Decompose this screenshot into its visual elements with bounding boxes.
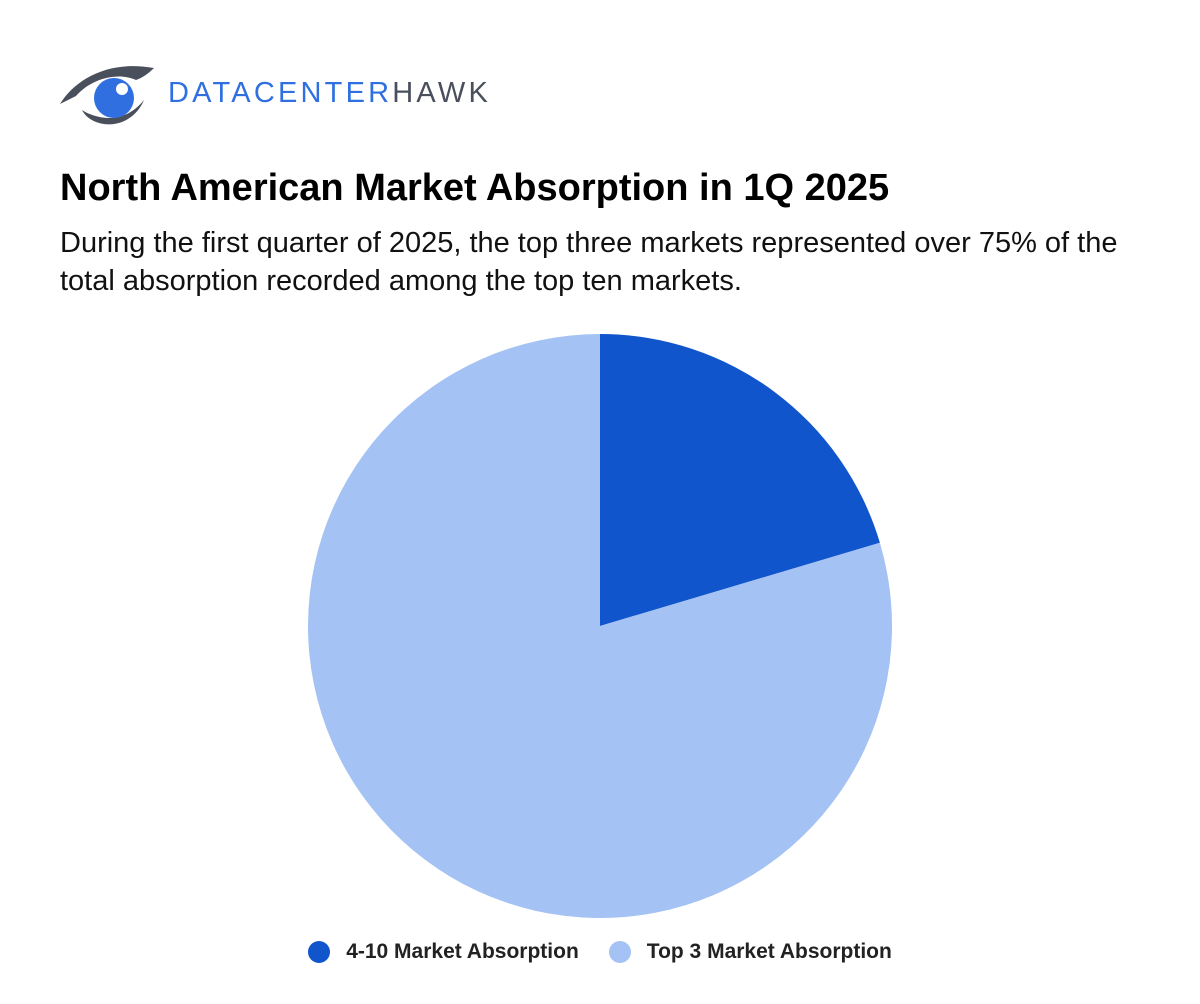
chart-title: North American Market Absorption in 1Q 2…: [60, 167, 890, 209]
pie-slice-2: [308, 334, 893, 918]
chart-legend: 4-10 Market Absorption Top 3 Market Absor…: [0, 940, 1200, 964]
chart-subtitle: During the first quarter of 2025, the to…: [60, 227, 1118, 297]
brand-name-part1: DATACENTER: [168, 76, 393, 109]
hawk-eye-logo-icon: [60, 66, 154, 125]
legend-label: Top 3 Market Absorption: [646, 940, 892, 963]
legend-label: 4-10 Market Absorption: [346, 940, 579, 963]
brand-logo: DATACENTERHAWK: [58, 56, 491, 128]
brand-name-part2: HAWK: [392, 76, 492, 109]
pie-slice-1: [600, 334, 880, 626]
pie-chart: [308, 334, 893, 918]
legend-item: 4-10 Market Absorption: [308, 940, 579, 964]
legend-swatch: [308, 941, 331, 963]
brand-wordmark: DATACENTERHAWK: [168, 77, 491, 108]
legend-item: Top 3 Market Absorption: [608, 940, 892, 964]
legend-swatch: [608, 941, 631, 963]
